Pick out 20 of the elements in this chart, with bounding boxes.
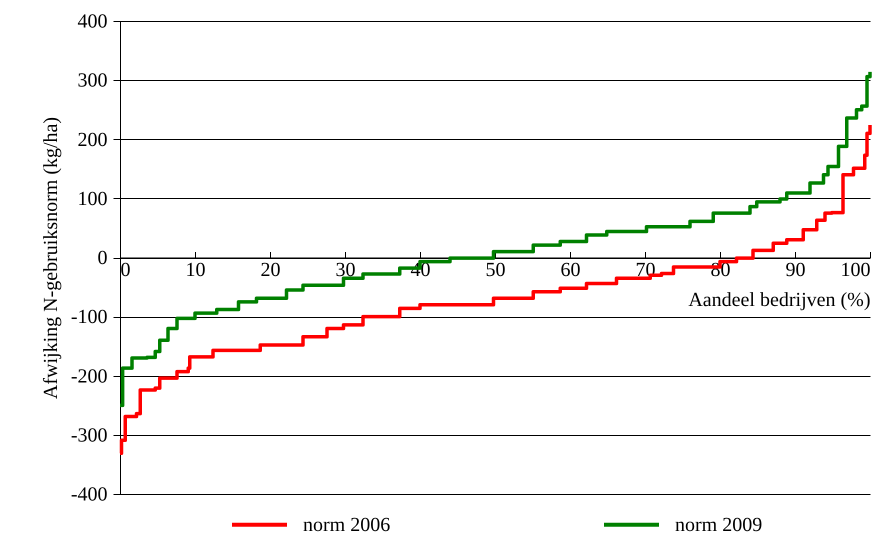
x-tick-label: 20: [260, 259, 280, 281]
x-tick-label: 10: [186, 259, 206, 281]
legend-label: norm 2009: [675, 514, 762, 536]
x-tick-label: 0: [120, 259, 130, 281]
x-tick-label: 30: [336, 259, 356, 281]
y-tick-label: 200: [78, 128, 108, 151]
x-tick-label: 100: [840, 259, 870, 281]
x-axis-title: Aandeel bedrijven (%): [688, 289, 870, 311]
y-tick-label: -200: [70, 365, 108, 388]
x-tick-label: 60: [560, 259, 580, 281]
x-tick-label: 50: [486, 259, 506, 281]
y-tick-label: -100: [70, 306, 108, 328]
y-axis-title: Afwijking N-gebruiksnorm (kg/ha): [40, 116, 62, 400]
x-tick-label: 90: [786, 259, 806, 281]
y-tick-label: -400: [70, 484, 108, 506]
y-tick-label: 100: [78, 188, 108, 210]
y-tick-label: 400: [78, 10, 108, 32]
y-tick-label: 300: [78, 70, 108, 92]
y-tick-label: -300: [70, 424, 108, 446]
legend-label: norm 2006: [303, 514, 390, 536]
